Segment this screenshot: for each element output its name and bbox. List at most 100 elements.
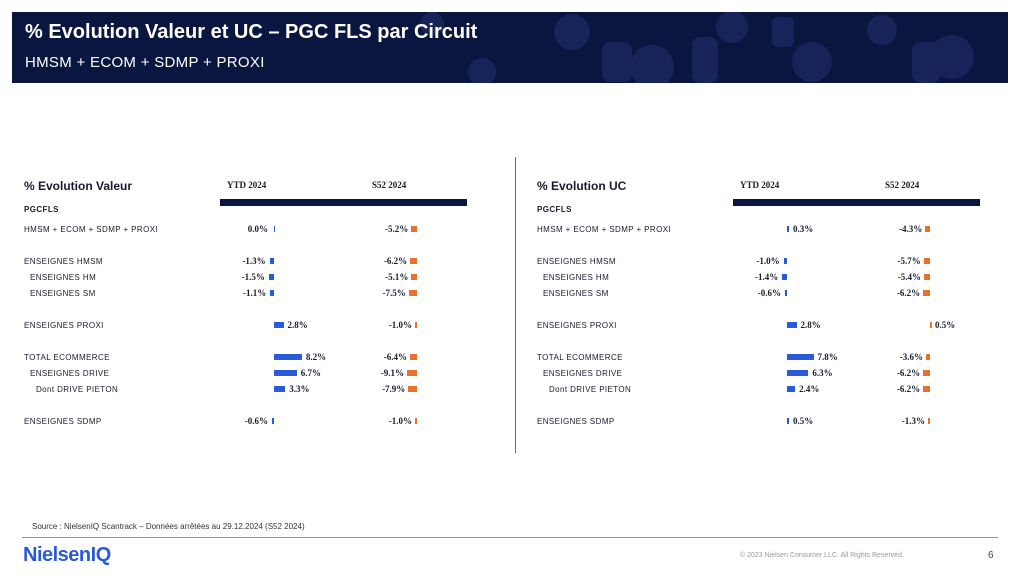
ytd-bar	[782, 274, 787, 280]
ytd-bar	[787, 386, 796, 392]
s52-bar	[926, 354, 930, 360]
header-band	[220, 199, 467, 206]
s52-bar	[923, 290, 930, 296]
row-label: TOTAL ECOMMERCE	[24, 353, 110, 362]
s52-value-label: -5.1%	[385, 272, 409, 282]
row-label: Dont DRIVE PIETON	[549, 385, 632, 394]
ytd-bar	[274, 354, 302, 360]
row-label: ENSEIGNES DRIVE	[30, 369, 110, 378]
row-label: TOTAL ECOMMERCE	[537, 353, 623, 362]
row-label: HMSM + ECOM + SDMP + PROXI	[24, 225, 159, 234]
row-label: HMSM + ECOM + SDMP + PROXI	[537, 225, 672, 234]
s52-bar	[923, 370, 930, 376]
ytd-value-label: -1.3%	[242, 256, 266, 266]
copyright-text: © 2023 Nielsen Consumer LLC. All Rights …	[740, 552, 904, 559]
page-subtitle: HMSM + ECOM + SDMP + PROXI	[25, 54, 265, 71]
row-label: ENSEIGNES DRIVE	[543, 369, 623, 378]
page-number: 6	[988, 550, 994, 561]
row-label: ENSEIGNES SM	[30, 289, 96, 298]
s52-bar	[923, 386, 930, 392]
s52-bar	[411, 226, 417, 232]
s52-bar	[409, 354, 417, 360]
s52-value-label: -6.2%	[383, 256, 408, 266]
s52-value-label: -6.4%	[383, 352, 407, 362]
s52-value-label: -1.3%	[901, 416, 925, 426]
s52-value-label: -5.7%	[897, 256, 921, 266]
ytd-value-label: -0.6%	[244, 416, 268, 426]
row-label: ENSEIGNES SDMP	[537, 417, 615, 426]
s52-bar	[925, 226, 930, 232]
s52-bar	[928, 418, 930, 424]
header-band	[733, 199, 980, 206]
s52-value-label: -1.0%	[388, 320, 412, 330]
s52-value-label: -6.2%	[896, 384, 921, 394]
s52-bar	[923, 258, 930, 264]
s52-bar	[415, 418, 417, 424]
ytd-bar	[787, 226, 789, 232]
ytd-bar	[784, 290, 787, 296]
s52-value-label: -6.2%	[896, 368, 921, 378]
ytd-bar	[783, 258, 787, 264]
ytd-value-label: 3.3%	[289, 384, 310, 394]
ytd-value-label: 0.0%	[247, 224, 268, 234]
ytd-value-label: -1.4%	[755, 272, 779, 282]
s52-value-label: -7.9%	[382, 384, 406, 394]
ytd-value-label: 0.5%	[793, 416, 814, 426]
ytd-value-label: 2.8%	[287, 320, 308, 330]
ytd-value-label: 6.7%	[300, 368, 322, 378]
nielseniq-logo: NielsenIQ	[23, 544, 111, 566]
ytd-value-label: 8.2%	[305, 352, 327, 362]
ytd-bar	[274, 322, 284, 328]
s52-bar	[410, 258, 417, 264]
ytd-value-label: 6.3%	[812, 368, 833, 378]
s52-value-label: -9.1%	[380, 368, 404, 378]
panel-valeur: % Evolution Valeur YTD 2024 S52 2024 PGCFLS…	[22, 170, 492, 440]
panel-divider	[515, 157, 516, 453]
header-decoration	[420, 12, 974, 83]
ytd-bar	[787, 354, 814, 360]
row-label: Dont DRIVE PIETON	[36, 385, 119, 394]
row-label: ENSEIGNES SDMP	[24, 417, 102, 426]
row-label: ENSEIGNES HMSM	[24, 257, 103, 266]
row-label: ENSEIGNES PROXI	[537, 321, 617, 330]
ytd-value-label: -1.1%	[243, 288, 267, 298]
s52-value-label: -5.4%	[897, 272, 922, 282]
s52-bar	[415, 322, 417, 328]
row-label: ENSEIGNES PROXI	[24, 321, 104, 330]
chart-title: % Evolution UC	[537, 179, 627, 193]
s52-bar	[408, 386, 417, 392]
s52-bar	[930, 322, 932, 328]
section-label: PGCFLS	[24, 205, 59, 214]
ytd-bar	[271, 418, 274, 424]
column-header-s52: S52 2024	[372, 180, 407, 190]
ytd-bar	[274, 226, 275, 232]
ytd-value-label: -1.0%	[756, 256, 780, 266]
panel-uc: % Evolution UC YTD 2024 S52 2024 PGCFLS HMSM…	[535, 170, 1005, 440]
ytd-value-label: 7.8%	[817, 352, 838, 362]
row-label: ENSEIGNES HM	[543, 273, 610, 282]
ytd-bar	[787, 418, 789, 424]
header-banner: % Evolution Valeur et UC – PGC FLS par C…	[12, 12, 1008, 83]
s52-value-label: -3.6%	[899, 352, 924, 362]
ytd-value-label: 2.4%	[799, 384, 820, 394]
s52-value-label: -7.5%	[382, 288, 406, 298]
source-note: Source : NielsenIQ Scantrack – Données a…	[32, 522, 305, 531]
section-label: PGCFLS	[537, 205, 572, 214]
ytd-value-label: -1.5%	[241, 272, 265, 282]
s52-value-label: -5.2%	[385, 224, 409, 234]
s52-value-label: -4.3%	[899, 224, 923, 234]
footer-divider	[22, 537, 998, 538]
ytd-value-label: 2.8%	[800, 320, 821, 330]
s52-bar	[411, 274, 417, 280]
s52-bar	[408, 290, 417, 296]
ytd-bar	[274, 386, 286, 392]
ytd-bar	[787, 322, 797, 328]
row-label: ENSEIGNES HM	[30, 273, 97, 282]
s52-bar	[406, 370, 417, 376]
s52-value-label: -1.0%	[388, 416, 412, 426]
s52-value-label: 0.5%	[935, 320, 956, 330]
chart-title: % Evolution Valeur	[24, 179, 133, 193]
ytd-bar	[269, 258, 274, 264]
ytd-bar	[268, 274, 274, 280]
page-title: % Evolution Valeur et UC – PGC FLS par C…	[25, 21, 478, 43]
